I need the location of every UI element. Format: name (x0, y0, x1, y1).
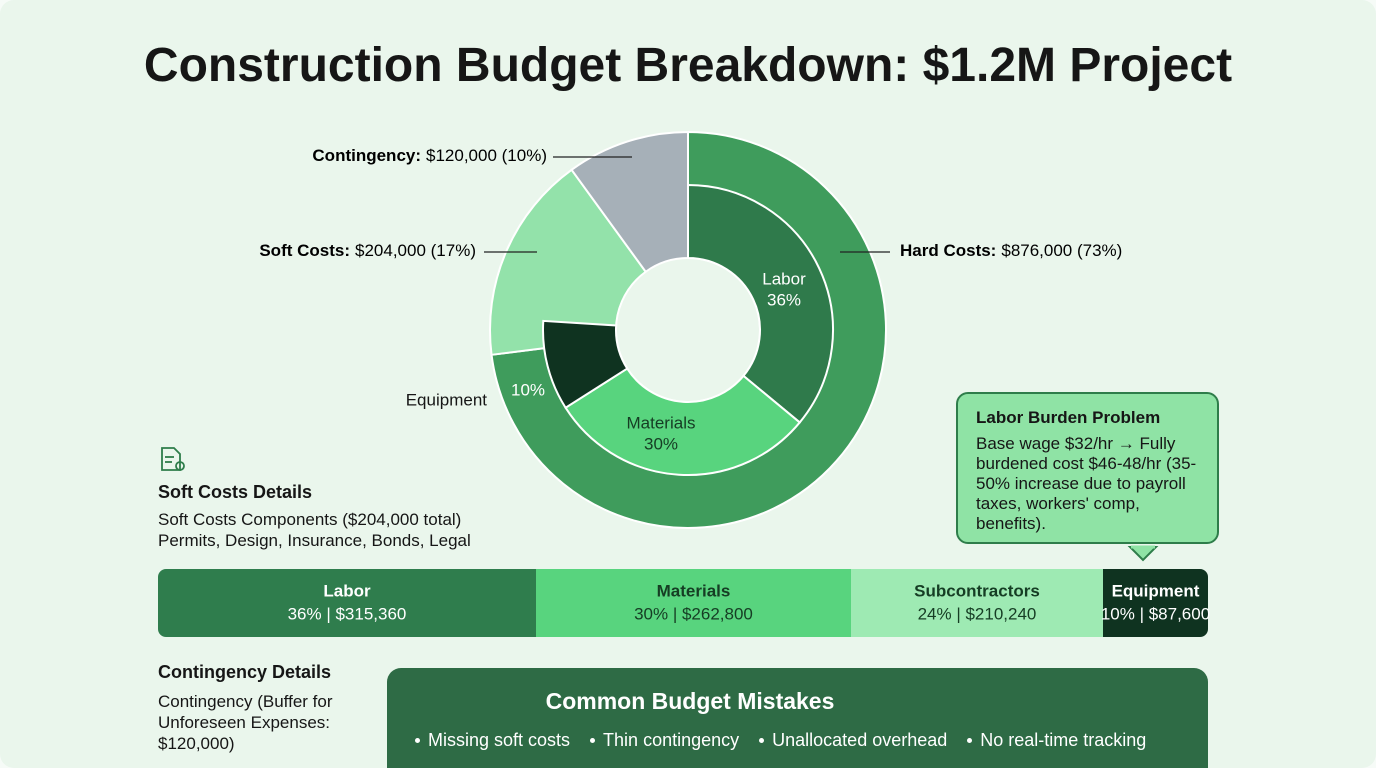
bar-value-label: 36% | $315,360 (288, 604, 407, 623)
bullet (759, 738, 765, 743)
segment-name: Hard Costs: (900, 241, 996, 260)
bar-value-label: 30% | $262,800 (634, 604, 753, 623)
segment-value-label: 10% (511, 380, 545, 399)
mistakes-title: Common Budget Mistakes (545, 688, 835, 714)
bullet (415, 738, 420, 743)
soft-costs-details: Soft Costs Details Soft Costs Components… (158, 482, 471, 551)
mistake-item: Unallocated overhead (759, 730, 947, 751)
callout-tail (1127, 546, 1159, 562)
bar-segment (1103, 569, 1208, 637)
bullet (590, 738, 596, 743)
bar-name: Subcontractors (914, 581, 1040, 600)
inner-segment (687, 183, 834, 424)
mistakes-list: Missing soft costs Thin contingency Unallo… (415, 730, 1146, 751)
mistake-text: Unallocated overhead (772, 730, 948, 750)
inner-segment (542, 319, 629, 410)
bar-value-label: 24% | $210,240 (918, 604, 1037, 623)
soft-costs-line: Soft Costs Components ($204,000 total) (158, 510, 462, 529)
mistake-item: Thin contingency (590, 730, 739, 751)
segment-name: Labor (762, 269, 806, 288)
segment-name: Materials (627, 413, 696, 432)
contingency-details: Contingency Details Contingency (Buffer … (158, 662, 373, 754)
outer-segment (570, 130, 689, 274)
contingency-title: Contingency Details (158, 662, 332, 682)
segment-name: Contingency: (312, 146, 421, 165)
segment-value-label: 36% (767, 290, 801, 309)
bar-name: Equipment (1112, 581, 1200, 600)
segment-value-label: 30% (644, 434, 678, 453)
segment-name: Soft Costs: (259, 241, 350, 260)
segment-value-label: $876,000 (73%) (1001, 241, 1122, 260)
bar-segment (536, 569, 851, 637)
mistake-text: Missing soft costs (428, 730, 571, 750)
outer-label: Soft Costs: $204,000 (17%) (259, 241, 476, 260)
bar-name: Labor (323, 581, 371, 600)
bar-name: Materials (657, 581, 731, 600)
bar-segment (158, 569, 536, 637)
soft-costs-line: Permits, Design, Insurance, Bonds, Legal (158, 531, 471, 550)
mistake-item: No real-time tracking (967, 730, 1146, 751)
file-icon (161, 447, 185, 471)
segment-value-label: $204,000 (17%) (355, 241, 476, 260)
bar-segment (851, 569, 1103, 637)
mistake-text: No real-time tracking (980, 730, 1147, 750)
outer-label: Hard Costs: $876,000 (73%) (900, 241, 1122, 260)
segment-value-label: $120,000 (10%) (426, 146, 547, 165)
callout: Labor Burden Problem Base wage $32/hr → … (956, 392, 1219, 544)
mistake-item: Missing soft costs (415, 730, 570, 751)
page-title: Construction Budget Breakdown: $1.2M Pro… (143, 39, 1233, 92)
callout-title: Labor Burden Problem (976, 408, 1161, 427)
callout-body: Base wage $32/hr → Fully burdened cost $… (976, 434, 1197, 533)
segment-name: Equipment (406, 390, 488, 409)
bar-value-label: 10% | $87,600 (1101, 604, 1210, 623)
mistake-text: Thin contingency (603, 730, 740, 750)
soft-costs-title: Soft Costs Details (158, 482, 313, 502)
inner-segment (564, 367, 802, 476)
bullet (967, 738, 973, 743)
outer-label: Contingency: $120,000 (10%) (312, 146, 547, 165)
outer-segment (489, 168, 648, 356)
mistakes-panel: Common Budget Mistakes Missing soft cost… (387, 668, 1208, 768)
contingency-body: Contingency (Buffer for Unforeseen Expen… (158, 692, 333, 753)
